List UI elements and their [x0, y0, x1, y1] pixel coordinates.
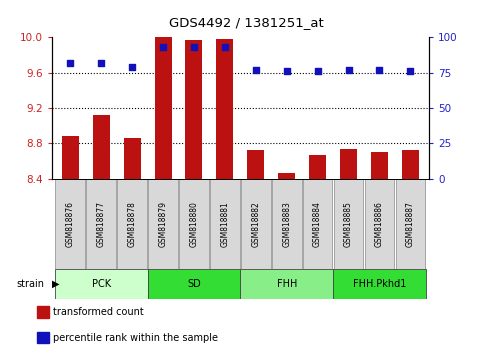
Bar [247, 150, 264, 179]
FancyBboxPatch shape [395, 179, 425, 269]
Bar [371, 152, 388, 179]
Text: percentile rank within the sample: percentile rank within the sample [53, 333, 218, 343]
FancyBboxPatch shape [148, 179, 178, 269]
FancyBboxPatch shape [86, 179, 116, 269]
Bar [37, 307, 49, 318]
Text: GSM818884: GSM818884 [313, 201, 322, 247]
FancyBboxPatch shape [147, 269, 241, 299]
Point [97, 60, 105, 65]
Bar [402, 150, 419, 179]
Text: GSM818882: GSM818882 [251, 201, 260, 247]
Text: SD: SD [187, 279, 201, 289]
Text: GSM818878: GSM818878 [128, 201, 137, 247]
Text: GSM818883: GSM818883 [282, 201, 291, 247]
Text: GSM818881: GSM818881 [220, 201, 229, 247]
FancyBboxPatch shape [241, 269, 333, 299]
FancyBboxPatch shape [334, 179, 363, 269]
Bar [154, 37, 172, 179]
FancyBboxPatch shape [210, 179, 240, 269]
FancyBboxPatch shape [179, 179, 209, 269]
Bar [309, 155, 326, 179]
Bar [62, 136, 79, 179]
Text: GSM818886: GSM818886 [375, 201, 384, 247]
FancyBboxPatch shape [56, 179, 85, 269]
Text: GSM818887: GSM818887 [406, 201, 415, 247]
Point [67, 60, 74, 65]
Point [314, 68, 321, 74]
Text: FHH: FHH [277, 279, 297, 289]
Point [190, 44, 198, 50]
Point [128, 64, 136, 70]
Bar [124, 138, 141, 179]
Bar [37, 332, 49, 343]
Point [376, 67, 384, 73]
FancyBboxPatch shape [365, 179, 394, 269]
Text: GSM818879: GSM818879 [159, 201, 168, 247]
Text: GDS4492 / 1381251_at: GDS4492 / 1381251_at [169, 17, 324, 29]
Bar [278, 173, 295, 179]
FancyBboxPatch shape [272, 179, 302, 269]
Text: ▶: ▶ [52, 279, 59, 289]
Bar [340, 149, 357, 179]
Text: PCK: PCK [92, 279, 111, 289]
Point [221, 44, 229, 50]
Point [406, 68, 414, 74]
FancyBboxPatch shape [241, 179, 271, 269]
FancyBboxPatch shape [303, 179, 332, 269]
Bar [93, 115, 110, 179]
FancyBboxPatch shape [117, 179, 147, 269]
Text: GSM818885: GSM818885 [344, 201, 353, 247]
Point [283, 68, 291, 74]
Bar [185, 40, 203, 179]
Point [345, 67, 352, 73]
Text: GSM818876: GSM818876 [66, 201, 75, 247]
Text: strain: strain [16, 279, 44, 289]
FancyBboxPatch shape [55, 269, 147, 299]
Point [159, 44, 167, 50]
FancyBboxPatch shape [333, 269, 426, 299]
Point [252, 67, 260, 73]
Bar [216, 39, 233, 179]
Text: FHH.Pkhd1: FHH.Pkhd1 [353, 279, 406, 289]
Text: GSM818877: GSM818877 [97, 201, 106, 247]
Text: transformed count: transformed count [53, 307, 144, 318]
Text: GSM818880: GSM818880 [189, 201, 199, 247]
